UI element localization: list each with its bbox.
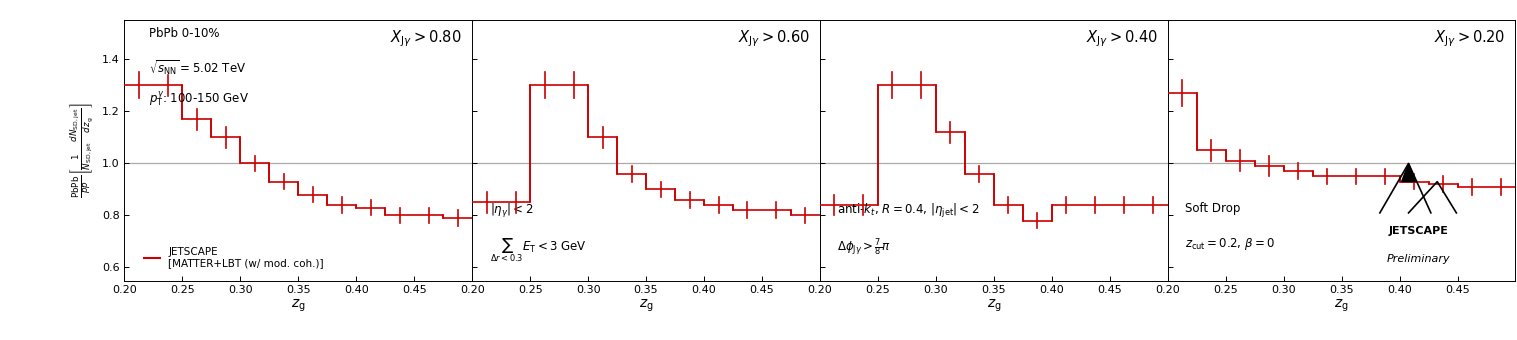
Text: $\sum_{\Delta r<0.3} E_{\mathrm{T}} < 3$ GeV: $\sum_{\Delta r<0.3} E_{\mathrm{T}} < 3$… (490, 236, 587, 264)
Text: $X_{\mathrm{J}\gamma} >0.80$: $X_{\mathrm{J}\gamma} >0.80$ (390, 28, 461, 49)
Text: $z_{\mathrm{cut}} = 0.2$, $\beta = 0$: $z_{\mathrm{cut}} = 0.2$, $\beta = 0$ (1185, 236, 1276, 252)
X-axis label: $z_{\mathrm{g}}$: $z_{\mathrm{g}}$ (986, 298, 1001, 314)
Text: PbPb 0-10%: PbPb 0-10% (149, 27, 220, 40)
Text: Soft Drop: Soft Drop (1185, 203, 1241, 216)
X-axis label: $z_{\mathrm{g}}$: $z_{\mathrm{g}}$ (639, 298, 654, 314)
Legend: JETSCAPE
[MATTER+LBT (w/ mod. coh.)]: JETSCAPE [MATTER+LBT (w/ mod. coh.)] (140, 243, 328, 273)
Text: JETSCAPE: JETSCAPE (1388, 226, 1449, 236)
Text: $X_{\mathrm{J}\gamma} >0.20$: $X_{\mathrm{J}\gamma} >0.20$ (1434, 28, 1505, 49)
Polygon shape (1402, 164, 1415, 182)
Text: $X_{\mathrm{J}\gamma} >0.40$: $X_{\mathrm{J}\gamma} >0.40$ (1086, 28, 1157, 49)
Text: $X_{\mathrm{J}\gamma} >0.60$: $X_{\mathrm{J}\gamma} >0.60$ (737, 28, 810, 49)
Text: $\Delta\phi_{\mathrm{J}\gamma} > \frac{7}{8}\pi$: $\Delta\phi_{\mathrm{J}\gamma} > \frac{7… (837, 236, 890, 258)
Text: $|\eta_{\gamma}| < 2$: $|\eta_{\gamma}| < 2$ (490, 203, 532, 220)
Y-axis label: $\frac{\mathrm{PbPb}}{pp}\left[\frac{1}{N_{\mathrm{SD,jet}}}\frac{dN_{\mathrm{SD: $\frac{\mathrm{PbPb}}{pp}\left[\frac{1}{… (68, 103, 96, 198)
X-axis label: $z_{\mathrm{g}}$: $z_{\mathrm{g}}$ (291, 298, 305, 314)
Text: anti-$k_{t}$, $R = 0.4$, $|\eta_{\mathrm{jet}}| < 2$: anti-$k_{t}$, $R = 0.4$, $|\eta_{\mathrm… (837, 203, 980, 220)
Text: Preliminary: Preliminary (1387, 254, 1450, 265)
Text: $\sqrt{s_{\mathrm{NN}}} = 5.02$ TeV: $\sqrt{s_{\mathrm{NN}}} = 5.02$ TeV (149, 58, 246, 77)
X-axis label: $z_{\mathrm{g}}$: $z_{\mathrm{g}}$ (1335, 298, 1349, 314)
Text: $p_{\mathrm{T}}^{\gamma}$: 100-150 GeV: $p_{\mathrm{T}}^{\gamma}$: 100-150 GeV (149, 89, 249, 108)
